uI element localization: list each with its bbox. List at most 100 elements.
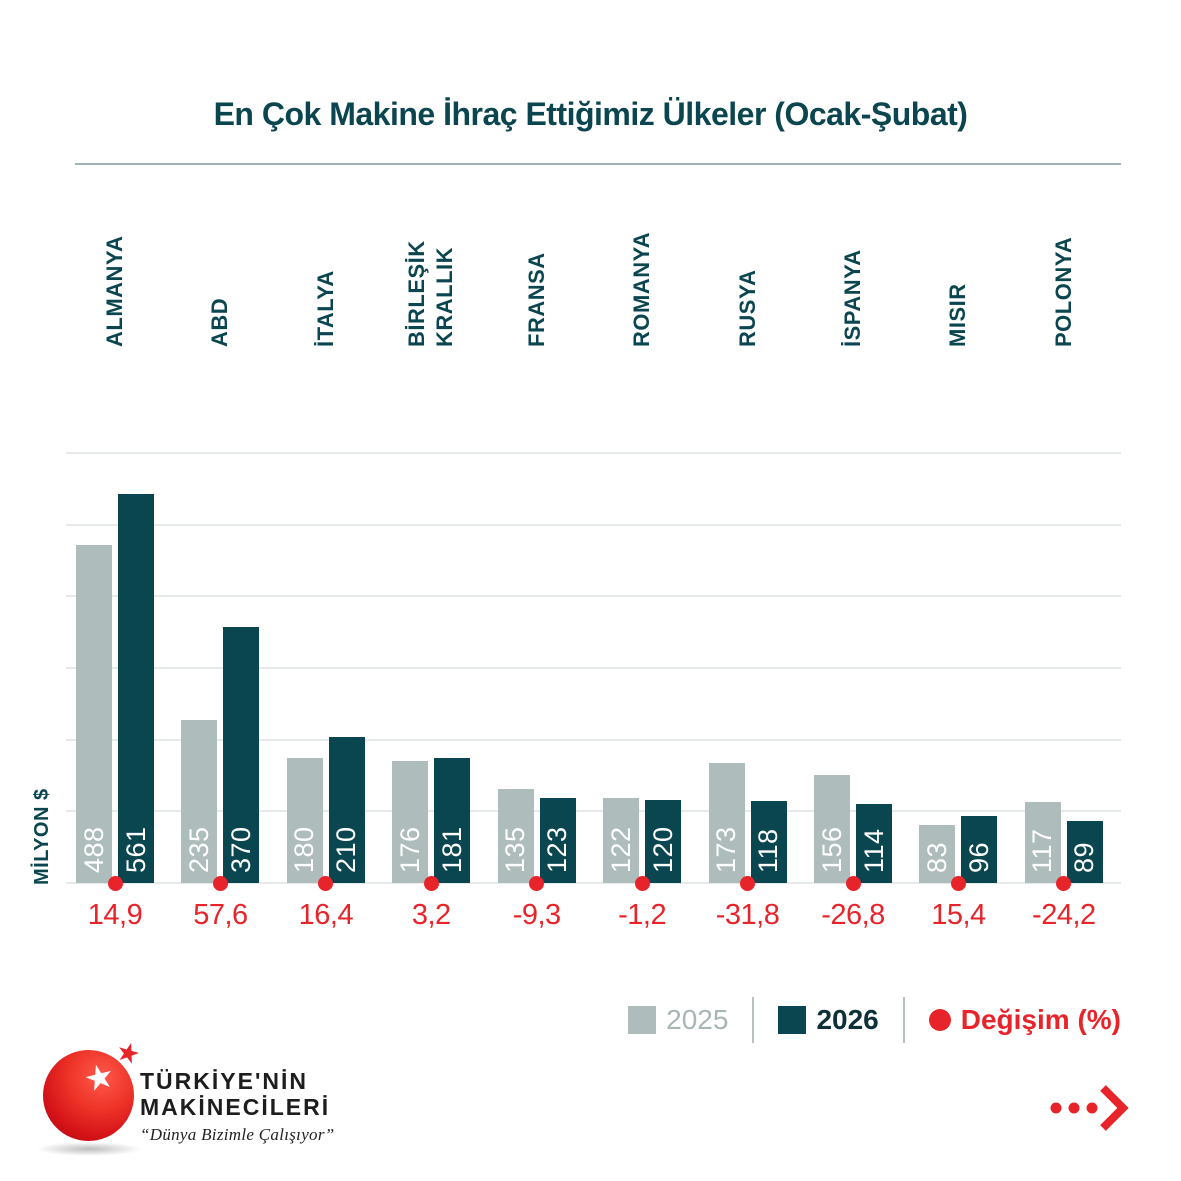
legend-item-change: Değişim (%) bbox=[928, 1004, 1121, 1036]
change-dot-İTALYA bbox=[318, 875, 334, 891]
change-label-ALMANYA: 14,9 bbox=[87, 899, 143, 931]
y-axis-label: MİLYON $ bbox=[31, 788, 53, 885]
change-label-İTALYA: 16,4 bbox=[298, 899, 354, 931]
bar-2025-RUSYA bbox=[708, 763, 745, 883]
bar-2025-POLONYA bbox=[1024, 801, 1061, 883]
bar-2026-İTALYA bbox=[328, 737, 365, 883]
value-label-2026: 210 bbox=[331, 826, 362, 873]
bar-2025-ALMANYA bbox=[76, 544, 112, 883]
arrow-dot-icon bbox=[1068, 1102, 1080, 1114]
country-label-FRANSA: FRANSA bbox=[523, 252, 549, 347]
value-label-2026: 181 bbox=[436, 826, 467, 873]
bar-2026-BİRLEŞİK KRALLIK bbox=[434, 757, 471, 883]
country-label-BİRLEŞİK KRALLIK: BİRLEŞİK KRALLIK bbox=[404, 240, 458, 347]
gridline bbox=[66, 810, 1121, 813]
brand-name-line1: TÜRKİYE'NİN bbox=[140, 1068, 309, 1094]
value-label-2025: 235 bbox=[183, 826, 214, 873]
country-label-ROMANYA: ROMANYA bbox=[629, 231, 655, 347]
chevron-right-icon bbox=[1100, 1085, 1129, 1131]
chart-title: En Çok Makine İhraç Ettiğimiz Ülkeler (O… bbox=[213, 96, 968, 132]
value-label-2026: 118 bbox=[753, 828, 784, 873]
value-label-2025: 117 bbox=[1027, 828, 1058, 873]
next-arrow-button[interactable] bbox=[1044, 1084, 1130, 1132]
change-dot-POLONYA bbox=[1056, 875, 1072, 891]
legend-label-change: Değişim (%) bbox=[960, 1004, 1121, 1035]
change-label-İSPANYA: -26,8 bbox=[821, 899, 885, 931]
legend-swatch-2026 bbox=[778, 1006, 807, 1034]
change-dot-MISIR bbox=[950, 875, 966, 891]
value-label-2025: 176 bbox=[394, 826, 425, 873]
country-label-MISIR: MISIR bbox=[945, 283, 971, 347]
value-label-2026: 114 bbox=[858, 828, 889, 873]
bar-2025-FRANSA bbox=[497, 789, 534, 883]
change-label-FRANSA: -9,3 bbox=[512, 899, 561, 931]
value-label-2026: 370 bbox=[225, 826, 256, 873]
change-dot-ALMANYA bbox=[107, 875, 123, 891]
bar-2025-İTALYA bbox=[286, 758, 323, 883]
value-label-2025: 135 bbox=[500, 826, 531, 873]
value-label-2026: 561 bbox=[120, 826, 151, 873]
change-dot-İSPANYA bbox=[845, 875, 861, 891]
bar-2025-ABD bbox=[181, 720, 218, 883]
legend-divider bbox=[752, 997, 755, 1043]
gridline bbox=[66, 738, 1121, 741]
change-label-MISIR: 15,4 bbox=[931, 899, 986, 931]
change-label-ROMANYA: -1,2 bbox=[618, 899, 667, 931]
value-label-2025: 173 bbox=[711, 826, 742, 873]
legend-item-2026: 2026 bbox=[778, 1004, 879, 1036]
gridline bbox=[66, 523, 1121, 526]
bar-2025-ROMANYA bbox=[603, 798, 640, 883]
title-underline bbox=[75, 163, 1121, 165]
change-label-RUSYA: -31,8 bbox=[715, 899, 780, 931]
bar-2026-POLONYA bbox=[1066, 821, 1103, 883]
brand-name-line2: MAKİNECİLERİ bbox=[140, 1094, 331, 1120]
value-label-2026: 123 bbox=[542, 826, 573, 873]
value-label-2025: 83 bbox=[921, 841, 952, 873]
value-label-2026: 96 bbox=[963, 841, 994, 873]
chart-legend: 2025 2026 Değişim (%) bbox=[628, 997, 1121, 1043]
country-label-ALMANYA: ALMANYA bbox=[102, 235, 127, 347]
gridline bbox=[66, 666, 1121, 669]
logo-shadow bbox=[36, 1142, 142, 1156]
x-axis-baseline bbox=[66, 882, 1121, 884]
brand-logo-sphere bbox=[43, 1050, 134, 1141]
bar-2026-ROMANYA bbox=[645, 799, 682, 883]
value-label-2025: 488 bbox=[78, 826, 109, 873]
country-label-İTALYA: İTALYA bbox=[312, 270, 338, 347]
brand-block: TÜRKİYE'NİN MAKİNECİLERİ “Dünya Bizimle … bbox=[140, 1068, 335, 1145]
country-label-İSPANYA: İSPANYA bbox=[840, 249, 865, 347]
value-label-2026: 89 bbox=[1069, 841, 1100, 873]
bar-2025-MISIR bbox=[919, 825, 956, 883]
arrow-dot-icon bbox=[1050, 1102, 1062, 1114]
bar-2025-BİRLEŞİK KRALLIK bbox=[392, 761, 429, 883]
legend-item-2025: 2025 bbox=[628, 1004, 728, 1036]
bar-2026-İSPANYA bbox=[856, 803, 892, 883]
red-star-icon: ★ bbox=[112, 1035, 145, 1071]
legend-red-dot-icon bbox=[928, 1009, 951, 1031]
legend-label-2025: 2025 bbox=[666, 1004, 729, 1035]
country-label-RUSYA: RUSYA bbox=[734, 269, 760, 348]
bar-2026-FRANSA bbox=[539, 797, 576, 883]
value-label-2025: 180 bbox=[289, 826, 320, 873]
change-label-POLONYA: -24,2 bbox=[1032, 899, 1096, 931]
brand-tagline: “Dünya Bizimle Çalışıyor” bbox=[140, 1125, 335, 1144]
country-label-POLONYA: POLONYA bbox=[1050, 236, 1076, 347]
country-label-ABD: ABD bbox=[207, 297, 233, 347]
change-label-BİRLEŞİK KRALLIK: 3,2 bbox=[411, 899, 451, 931]
bar-2026-MISIR bbox=[961, 816, 998, 883]
value-label-2026: 120 bbox=[647, 826, 678, 873]
legend-swatch-2025 bbox=[628, 1006, 657, 1034]
bar-2026-RUSYA bbox=[750, 801, 787, 883]
arrow-dot-icon bbox=[1086, 1102, 1098, 1114]
legend-label-2026: 2026 bbox=[816, 1004, 879, 1035]
legend-divider bbox=[902, 997, 905, 1043]
change-dot-FRANSA bbox=[529, 875, 545, 891]
change-label-ABD: 57,6 bbox=[193, 899, 248, 931]
bar-2026-ABD bbox=[223, 626, 260, 883]
bar-2026-ALMANYA bbox=[118, 494, 154, 883]
gridline bbox=[66, 595, 1121, 598]
value-label-2025: 156 bbox=[816, 826, 847, 873]
value-label-2025: 122 bbox=[605, 826, 636, 873]
bar-2025-İSPANYA bbox=[814, 774, 850, 883]
